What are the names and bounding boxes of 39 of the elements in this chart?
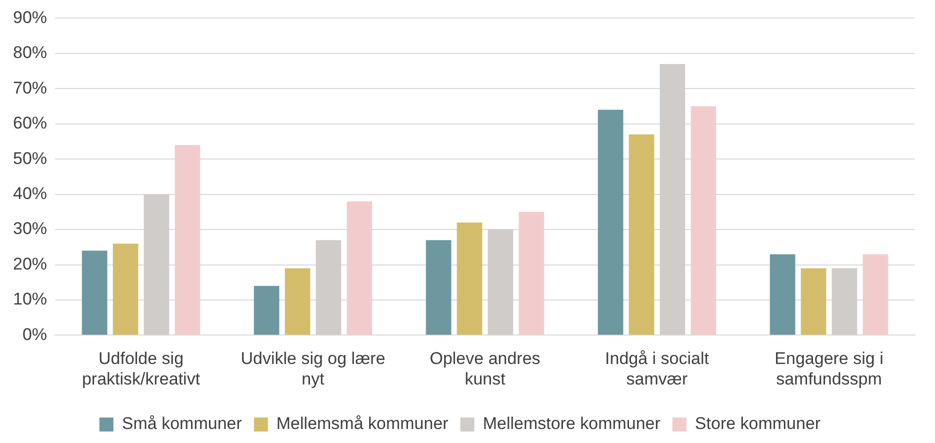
y-tick-label: 30% xyxy=(12,219,48,238)
bar xyxy=(82,250,108,335)
bar xyxy=(628,134,654,335)
x-tick-label: Udfolde sig praktisk/kreativt xyxy=(82,349,200,388)
bar xyxy=(862,254,888,335)
bar xyxy=(426,240,452,335)
x-tick-label: Engagere sig i samfundsspm xyxy=(774,349,884,388)
bar xyxy=(770,254,796,335)
y-tick-label: 10% xyxy=(12,290,48,309)
bar xyxy=(284,268,310,335)
x-tick-label: Opleve andres kunst xyxy=(430,349,540,388)
bar xyxy=(832,268,858,335)
bar xyxy=(456,222,482,335)
x-tick-label: Indgå i socialt samvær xyxy=(605,349,710,388)
y-tick-label: 90% xyxy=(12,8,48,27)
legend-label: Store kommuner xyxy=(694,414,821,434)
legend-label: Mellemsmå kommuner xyxy=(276,414,449,434)
bar xyxy=(690,106,716,335)
bar xyxy=(488,230,514,335)
legend-label: Små kommuner xyxy=(122,414,242,434)
y-tick-label: 50% xyxy=(12,148,48,168)
y-tick-label: 60% xyxy=(12,114,48,133)
bar xyxy=(254,286,280,335)
bar xyxy=(598,110,624,335)
y-tick-label: 20% xyxy=(12,254,48,274)
bar xyxy=(144,194,170,335)
y-tick-label: 0% xyxy=(22,324,48,344)
bar xyxy=(112,244,138,335)
bar xyxy=(316,240,342,335)
y-tick-label: 40% xyxy=(12,184,48,203)
legend-label: Mellemstore kommuner xyxy=(482,414,661,434)
bar xyxy=(518,212,544,335)
y-tick-label: 70% xyxy=(12,78,48,98)
bar xyxy=(660,64,686,335)
y-tick-label: 80% xyxy=(12,43,48,62)
bar xyxy=(800,268,826,335)
bar xyxy=(346,201,372,335)
bar xyxy=(174,145,200,335)
x-tick-label: Udvikle sig og lære nyt xyxy=(240,349,386,388)
